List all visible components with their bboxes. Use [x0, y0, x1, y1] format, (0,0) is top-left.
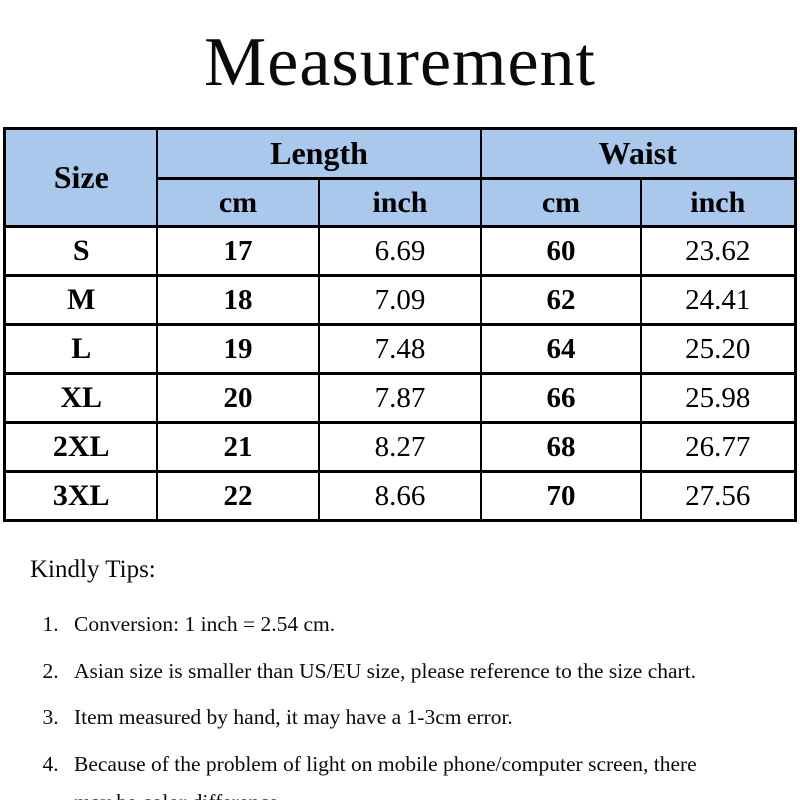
length-cm-value: 17: [155, 225, 320, 277]
waist-cm-value: 66: [480, 372, 642, 424]
waist-cm-value: 64: [480, 323, 642, 375]
table-row-2xl: 2XL 21 8.27 68 26.77: [3, 421, 797, 473]
waist-inch-value: 24.41: [639, 274, 797, 326]
col-header-waist-cm: cm: [480, 177, 642, 228]
header-sub-row: cm inch cm inch: [5, 177, 797, 228]
col-header-waist-inch: inch: [639, 177, 797, 228]
col-group-length: Length: [155, 127, 483, 180]
waist-inch-value: 25.20: [639, 323, 797, 375]
length-inch-value: 8.66: [317, 470, 483, 522]
measurement-table: Size Length Waist cm inch cm inch S 17 6…: [3, 127, 797, 522]
col-header-size: Size: [3, 127, 158, 228]
table-row-s: S 17 6.69 60 23.62: [3, 225, 797, 277]
waist-cm-value: 70: [480, 470, 642, 522]
col-header-length-inch: inch: [317, 177, 483, 228]
tips-list: Conversion: 1 inch = 2.54 cm. Asian size…: [34, 606, 739, 800]
size-value: XL: [3, 372, 158, 424]
size-value: S: [3, 225, 158, 277]
length-inch-value: 7.87: [317, 372, 483, 424]
tip-item-conversion: Conversion: 1 inch = 2.54 cm.: [64, 606, 739, 644]
length-cm-value: 22: [155, 470, 320, 522]
measurement-table-header: Size Length Waist cm inch cm inch: [3, 127, 797, 228]
length-inch-value: 6.69: [317, 225, 483, 277]
length-cm-value: 18: [155, 274, 320, 326]
tip-item-asian-size: Asian size is smaller than US/EU size, p…: [64, 653, 739, 691]
waist-cm-value: 68: [480, 421, 642, 473]
waist-inch-value: 26.77: [639, 421, 797, 473]
length-inch-value: 7.09: [317, 274, 483, 326]
tip-item-measure-error: Item measured by hand, it may have a 1-3…: [64, 699, 739, 737]
table-row-3xl: 3XL 22 8.66 70 27.56: [3, 470, 797, 522]
kindly-tips-section: Kindly Tips: Conversion: 1 inch = 2.54 c…: [30, 556, 800, 800]
table-row-xl: XL 20 7.87 66 25.98: [3, 372, 797, 424]
length-cm-value: 20: [155, 372, 320, 424]
table-row-l: L 19 7.48 64 25.20: [3, 323, 797, 375]
size-value: 2XL: [3, 421, 158, 473]
waist-cm-value: 60: [480, 225, 642, 277]
length-cm-value: 21: [155, 421, 320, 473]
col-header-length-cm: cm: [155, 177, 320, 228]
waist-inch-value: 23.62: [639, 225, 797, 277]
size-chart-page: Measurement Size Length Waist cm inch cm…: [0, 24, 800, 800]
table-row-m: M 18 7.09 62 24.41: [3, 274, 797, 326]
waist-cm-value: 62: [480, 274, 642, 326]
length-inch-value: 7.48: [317, 323, 483, 375]
length-cm-value: 19: [155, 323, 320, 375]
size-value: M: [3, 274, 158, 326]
measurement-table-body: S 17 6.69 60 23.62 M 18 7.09 62 24.41 L …: [3, 225, 797, 522]
size-value: L: [3, 323, 158, 375]
header-group-row: Size Length Waist: [3, 127, 797, 228]
tips-heading: Kindly Tips:: [30, 556, 156, 583]
page-title: Measurement: [204, 24, 596, 101]
size-value: 3XL: [3, 470, 158, 522]
length-inch-value: 8.27: [317, 421, 483, 473]
tip-item-color-difference: Because of the problem of light on mobil…: [64, 746, 739, 800]
col-group-waist: Waist: [479, 127, 797, 180]
waist-inch-value: 25.98: [639, 372, 797, 424]
waist-inch-value: 27.56: [639, 470, 797, 522]
